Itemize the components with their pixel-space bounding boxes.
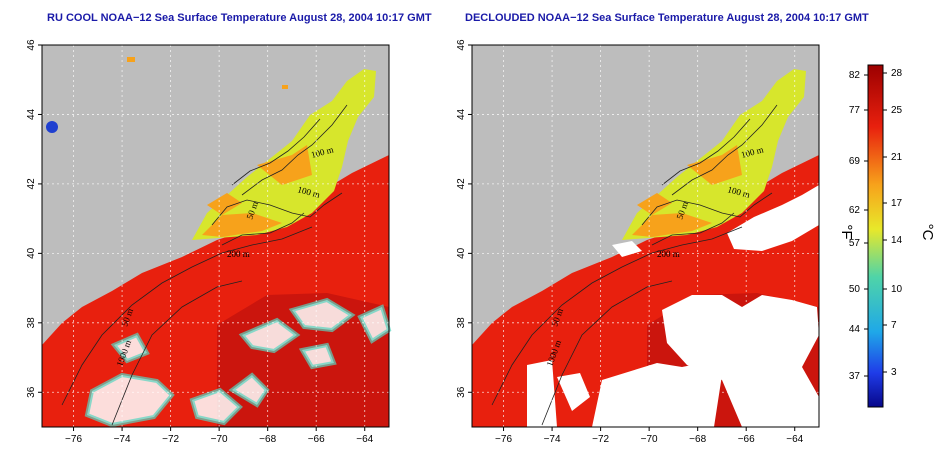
right-map-frame: [471, 44, 820, 428]
left-cloud-edge: [298, 342, 337, 370]
right-lon-tick-label: −66: [738, 434, 755, 445]
colorbar-gradient: [867, 64, 884, 408]
left-lon-tick-label: −68: [259, 434, 276, 445]
left-bathymetry-contour: [241, 104, 348, 196]
right-bathymetry-contour: [671, 104, 778, 196]
left-map-title: RU COOL NOAA−12 Sea Surface Temperature …: [47, 12, 432, 24]
fahrenheit-tick-label: 44: [849, 324, 861, 335]
right-bathymetry-contour: [641, 192, 773, 226]
right-bathymetry-contour: [541, 280, 673, 426]
left-gulf-of-maine-cool: [192, 69, 376, 240]
fahrenheit-tick-label: 37: [849, 371, 861, 382]
left-inner-mild-water: [207, 193, 242, 215]
left-lon-tick-label: −72: [162, 434, 179, 445]
celsius-tick-label: 17: [891, 198, 903, 209]
celsius-tick-label: 7: [891, 320, 897, 331]
celsius-tick-label: 25: [891, 105, 903, 116]
right-bathymetry-contour: [651, 212, 735, 246]
left-bathymetry-contour: [221, 212, 305, 246]
right-cloud-patch: [592, 363, 722, 427]
right-map-title: DECLOUDED NOAA−12 Sea Surface Temperatur…: [465, 12, 869, 24]
right-inner-mild-water: [637, 193, 672, 215]
left-lon-tick-label: −70: [211, 434, 228, 445]
left-cloud-edge: [228, 372, 270, 408]
left-lat-tick-label: 46: [26, 39, 37, 51]
right-lon-tick-label: −64: [786, 434, 803, 445]
right-lat-tick-label: 46: [456, 39, 467, 51]
left-lat-tick-label: 44: [26, 108, 37, 120]
left-bathymetry-contour: [211, 192, 343, 226]
right-lon-tick-label: −72: [592, 434, 609, 445]
left-lon-tick-label: −76: [65, 434, 82, 445]
right-coast-land: [472, 105, 492, 155]
left-contour-label: 200 m: [227, 249, 250, 259]
right-lat-tick-label: 36: [456, 386, 467, 398]
celsius-tick-label: 28: [891, 68, 903, 79]
left-bathymetry-contour: [111, 280, 243, 426]
fahrenheit-tick-label: 82: [849, 70, 861, 81]
left-shelf-mild-water: [202, 213, 282, 237]
left-lat-tick-label: 36: [26, 386, 37, 398]
right-cloud-patch: [727, 185, 819, 251]
right-bathymetry-contour: [491, 226, 743, 406]
celsius-unit-label: °C: [919, 224, 936, 241]
left-cloud-patch: [87, 375, 172, 425]
left-cold-pixel-cluster: [46, 121, 58, 133]
right-lon-tick-label: −70: [641, 434, 658, 445]
temperature-colorbar: 82 77 69 62 57 50 44 37 28 25 21 17 14 10 7 3 °F °C: [830, 60, 950, 420]
celsius-tick-label: 3: [891, 367, 897, 378]
right-contour-label: 200 m: [657, 249, 680, 259]
celsius-tick-label: 10: [891, 284, 903, 295]
right-lat-tick-label: 44: [456, 108, 467, 120]
celsius-tick-label: 21: [891, 152, 903, 163]
right-lon-tick-label: −74: [544, 434, 561, 445]
right-shelf-mild-water: [632, 213, 712, 237]
right-bathymetry-contour: [661, 118, 751, 186]
colorbar-graphic: 82 77 69 62 57 50 44 37 28 25 21 17 14 10 7 3 °F °C: [838, 64, 936, 408]
left-bathymetry-contour: [231, 118, 321, 186]
right-lon-tick-label: −68: [689, 434, 706, 445]
celsius-tick-label: 14: [891, 235, 903, 246]
declouded-sst-map-panel: 100 m 100 m 50 m 200 m 50 m 1000 m −76 −74 −72 −7…: [456, 39, 820, 445]
right-lon-tick-label: −76: [495, 434, 512, 445]
raw-sst-map-panel: 100 m 100 m 50 m 200 m 50 m 1000 m −76 −74 −72 −7…: [26, 39, 392, 445]
right-lat-tick-label: 38: [456, 317, 467, 329]
left-noise-speck: [127, 57, 135, 62]
right-gulf-of-maine-cool: [622, 69, 806, 240]
right-cloud-patch: [527, 360, 557, 427]
left-noise-speck: [282, 85, 288, 89]
fahrenheit-tick-label: 57: [849, 238, 861, 249]
left-cloud-edge: [84, 372, 175, 428]
left-map-frame: [41, 44, 390, 428]
fahrenheit-tick-label: 62: [849, 205, 861, 216]
left-lat-tick-label: 42: [26, 178, 37, 190]
left-lon-tick-label: −66: [308, 434, 325, 445]
right-lat-tick-label: 40: [456, 247, 467, 259]
fahrenheit-unit-label: °F: [838, 224, 855, 239]
right-lat-tick-label: 42: [456, 178, 467, 190]
left-lon-tick-label: −64: [356, 434, 373, 445]
fahrenheit-tick-label: 50: [849, 284, 861, 295]
left-lat-tick-label: 38: [26, 317, 37, 329]
left-lon-tick-label: −74: [114, 434, 131, 445]
fahrenheit-tick-label: 77: [849, 105, 861, 116]
left-cloud-edge: [189, 387, 243, 426]
left-bathymetry-contour: [61, 226, 313, 406]
left-cloud-edge: [110, 332, 150, 364]
left-cloud-edge: [238, 317, 301, 354]
fahrenheit-tick-label: 69: [849, 156, 861, 167]
right-cloud-patch: [662, 295, 819, 427]
right-cloud-patch: [612, 241, 642, 257]
left-lat-tick-label: 40: [26, 247, 37, 259]
